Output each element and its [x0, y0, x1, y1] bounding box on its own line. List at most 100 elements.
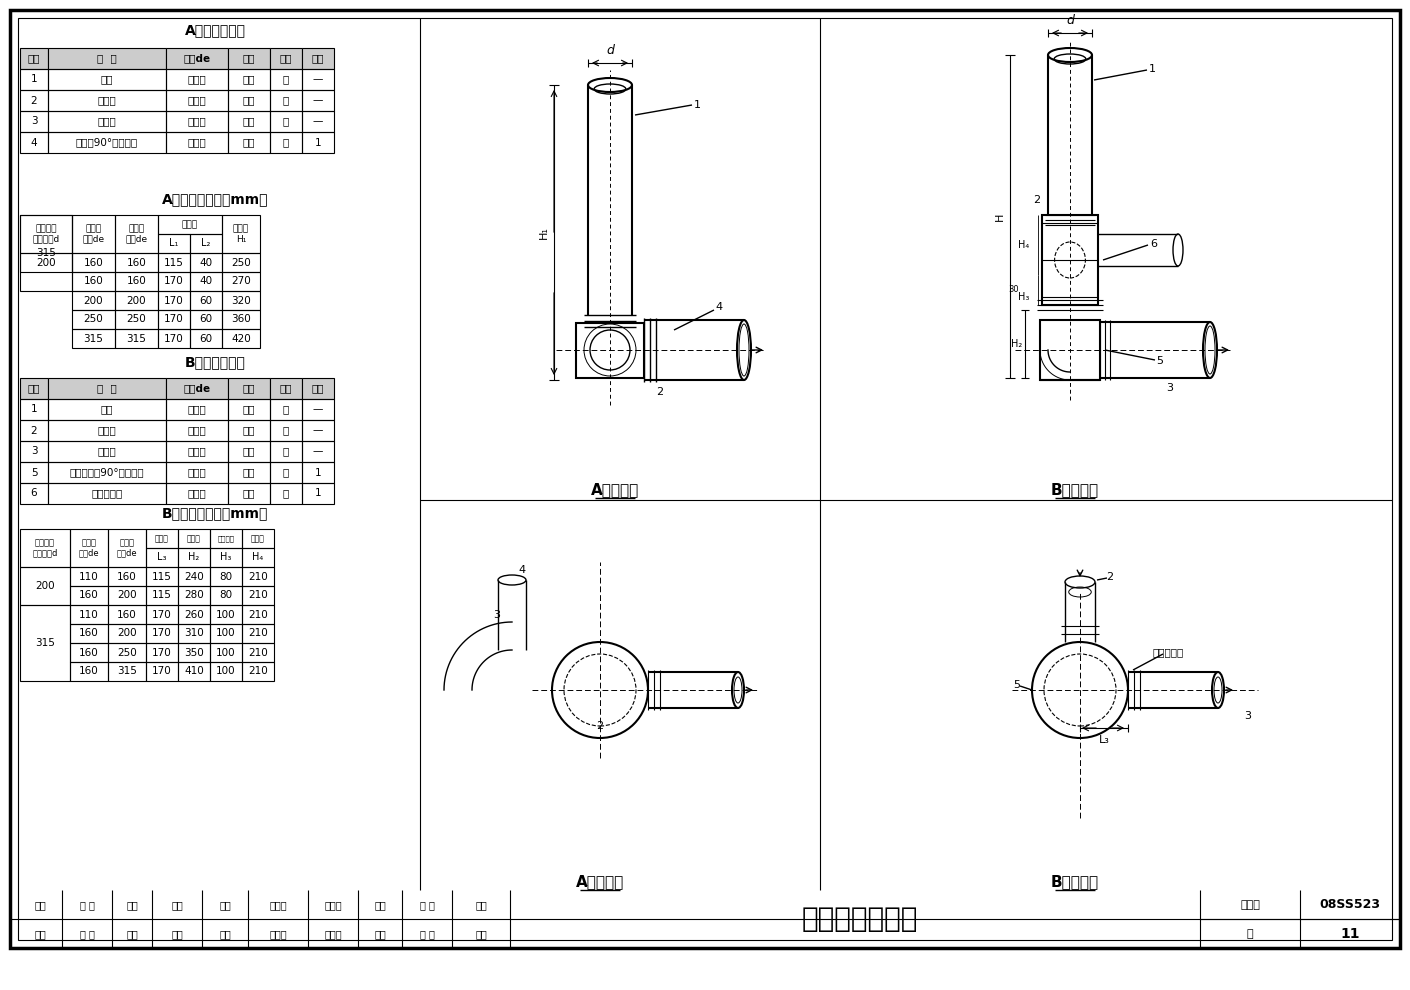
- Text: 280: 280: [185, 590, 204, 601]
- Text: 张 鑫: 张 鑫: [79, 929, 94, 939]
- Bar: [221, 310, 259, 329]
- Text: 井座高
H₁: 井座高 H₁: [233, 225, 250, 244]
- Text: 接户管: 接户管: [97, 117, 117, 127]
- Text: 1: 1: [314, 467, 321, 477]
- Text: 排出管
管径de: 排出管 管径de: [79, 539, 99, 557]
- Text: 100: 100: [216, 629, 235, 639]
- Text: 350: 350: [185, 647, 204, 657]
- Bar: [228, 399, 269, 420]
- Bar: [147, 662, 178, 681]
- Text: 200: 200: [37, 257, 56, 267]
- Bar: [166, 420, 228, 441]
- Text: 塑料: 塑料: [243, 138, 255, 148]
- Text: 校对: 校对: [219, 929, 231, 939]
- Bar: [147, 567, 178, 586]
- Bar: [302, 483, 334, 504]
- Bar: [20, 567, 70, 605]
- Bar: [178, 548, 210, 567]
- Text: H₁: H₁: [539, 226, 548, 239]
- Text: 60: 60: [199, 295, 213, 306]
- Bar: [147, 586, 178, 605]
- Bar: [302, 48, 334, 69]
- Bar: [210, 586, 243, 605]
- Bar: [147, 643, 178, 662]
- Text: —: —: [313, 405, 323, 415]
- Text: 米: 米: [283, 426, 289, 436]
- Bar: [48, 111, 166, 132]
- Bar: [70, 586, 109, 605]
- Text: 校对: 校对: [219, 900, 231, 910]
- Text: 160: 160: [79, 590, 99, 601]
- Text: 规格de: 规格de: [183, 53, 210, 63]
- Text: H₄: H₄: [1018, 240, 1029, 250]
- Text: 40: 40: [199, 257, 213, 267]
- Bar: [243, 605, 274, 624]
- Text: 塑料: 塑料: [243, 488, 255, 499]
- Text: 米: 米: [283, 405, 289, 415]
- Bar: [72, 291, 116, 310]
- Text: 有流槽直立90°弯头井座: 有流槽直立90°弯头井座: [69, 467, 144, 477]
- Text: 1: 1: [31, 405, 37, 415]
- Text: 材料: 材料: [243, 53, 255, 63]
- Bar: [70, 624, 109, 643]
- Text: B型平面图: B型平面图: [1050, 874, 1098, 889]
- Bar: [243, 662, 274, 681]
- Bar: [269, 111, 302, 132]
- Text: —: —: [313, 95, 323, 106]
- Bar: [228, 48, 269, 69]
- Bar: [210, 529, 243, 548]
- Text: 排出管: 排出管: [97, 426, 117, 436]
- Text: 按设计: 按设计: [188, 138, 206, 148]
- Text: 5: 5: [1156, 356, 1163, 366]
- Text: 排出管
管径de: 排出管 管径de: [82, 225, 104, 244]
- Text: B型立面图: B型立面图: [1050, 482, 1098, 498]
- Text: 张 鑫: 张 鑫: [79, 900, 94, 910]
- Bar: [158, 291, 190, 310]
- Text: 3: 3: [493, 610, 501, 620]
- Text: 80: 80: [220, 590, 233, 601]
- Bar: [20, 132, 48, 153]
- Bar: [48, 378, 166, 399]
- Text: 160: 160: [79, 647, 99, 657]
- Bar: [221, 291, 259, 310]
- Bar: [269, 378, 302, 399]
- Text: 序号: 序号: [28, 383, 41, 393]
- Text: 数量: 数量: [312, 53, 324, 63]
- Text: 设计: 设计: [374, 929, 386, 939]
- Bar: [302, 69, 334, 90]
- Bar: [70, 643, 109, 662]
- Text: 单位: 单位: [279, 53, 292, 63]
- Bar: [178, 662, 210, 681]
- Text: 3: 3: [1166, 383, 1173, 393]
- Bar: [20, 605, 70, 681]
- Bar: [190, 329, 221, 348]
- Text: 接户管
管径de: 接户管 管径de: [125, 225, 148, 244]
- Text: 塑料: 塑料: [243, 74, 255, 84]
- Bar: [210, 662, 243, 681]
- Bar: [228, 111, 269, 132]
- Text: 井筒多头: 井筒多头: [217, 536, 234, 542]
- Text: 接户管: 接户管: [97, 446, 117, 456]
- Bar: [20, 90, 48, 111]
- Bar: [243, 643, 274, 662]
- Text: 名  称: 名 称: [97, 383, 117, 393]
- Text: 210: 210: [248, 629, 268, 639]
- Text: 160: 160: [117, 610, 137, 620]
- Bar: [20, 399, 48, 420]
- Bar: [158, 215, 221, 234]
- Text: 60: 60: [199, 315, 213, 325]
- Bar: [109, 529, 147, 567]
- Text: 井座高: 井座高: [188, 534, 202, 543]
- Bar: [166, 378, 228, 399]
- Bar: [48, 90, 166, 111]
- Bar: [20, 48, 48, 69]
- Text: 170: 170: [152, 629, 172, 639]
- Text: 320: 320: [231, 295, 251, 306]
- Text: 2: 2: [31, 95, 37, 106]
- Bar: [20, 215, 72, 253]
- Text: 井座连接
井筒外径d: 井座连接 井筒外径d: [32, 539, 58, 557]
- Bar: [210, 548, 243, 567]
- Bar: [48, 441, 166, 462]
- Bar: [577, 323, 644, 377]
- Text: 2: 2: [657, 387, 664, 397]
